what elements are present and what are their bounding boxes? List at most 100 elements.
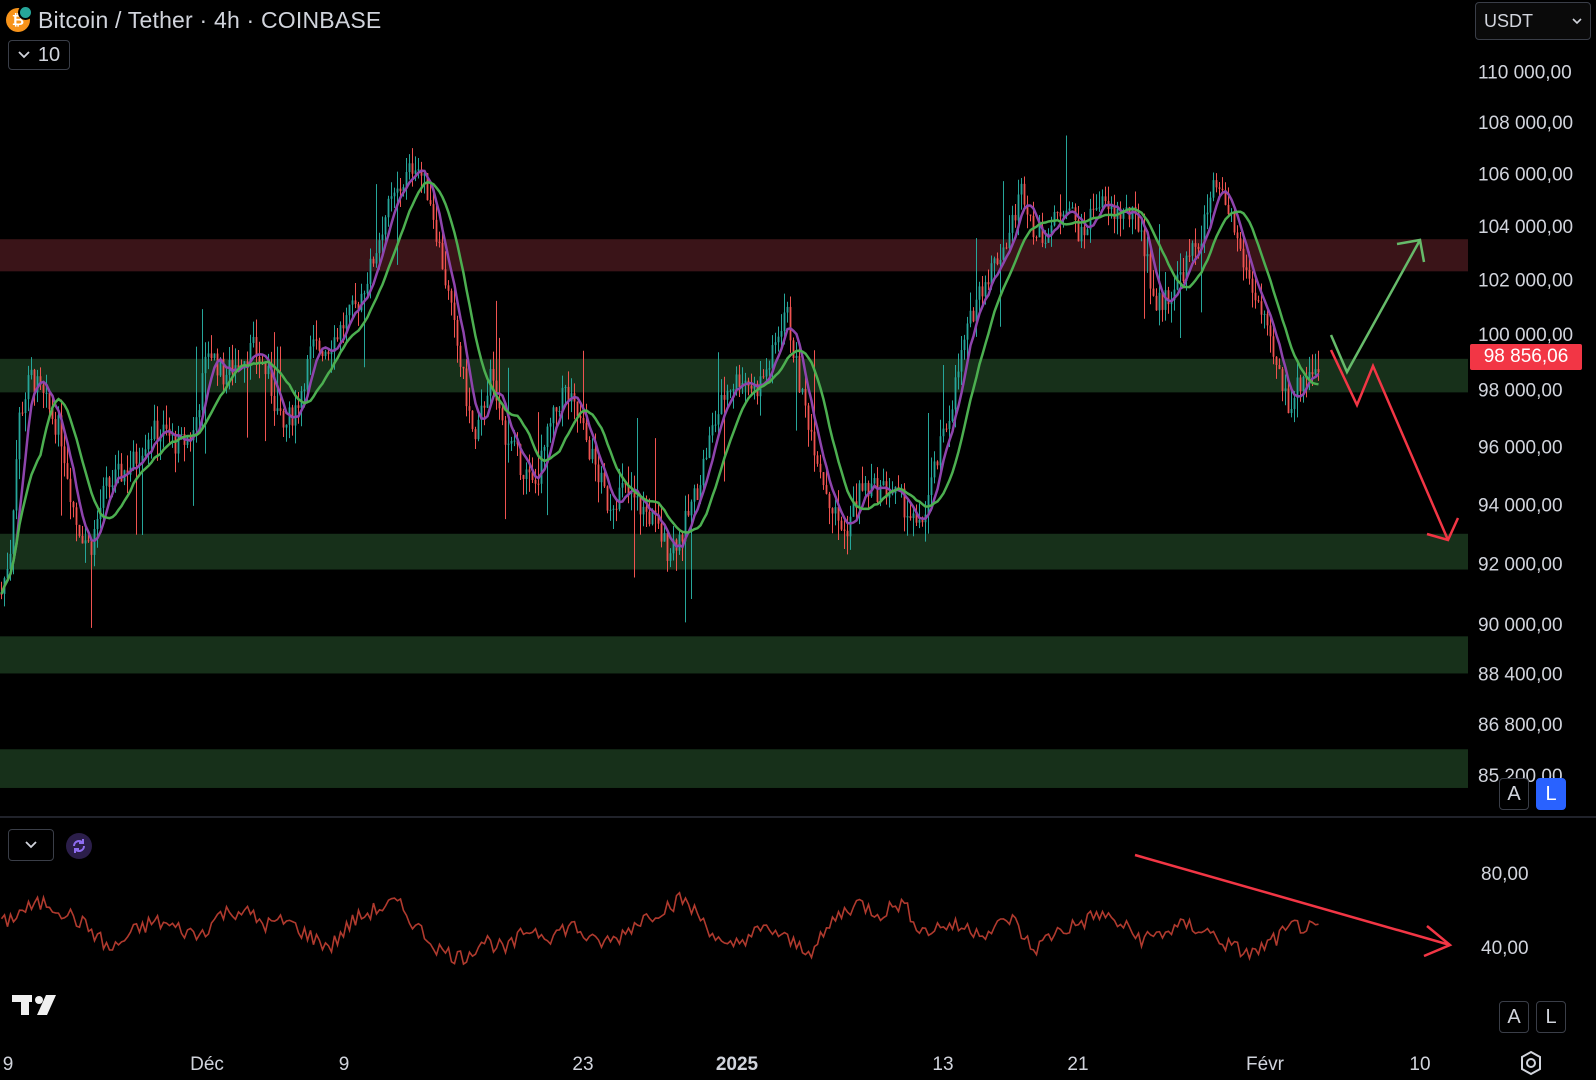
candle-body — [96, 519, 99, 530]
candle-body — [306, 359, 309, 390]
candle-body — [105, 477, 108, 486]
candle-body — [309, 346, 312, 360]
candle-body — [1311, 372, 1314, 375]
candle-body — [1215, 180, 1218, 188]
currency-select[interactable]: USDT — [1475, 2, 1591, 40]
candle-body — [612, 508, 615, 510]
time-axis: 9 Déc 9 23 2025 13 21 Févr 10 — [3, 1054, 1431, 1075]
settings-gear-icon[interactable] — [1518, 1050, 1544, 1076]
candle-body — [69, 478, 72, 502]
candle-body — [1173, 289, 1176, 301]
price-tick-label: 106 000,00 — [1478, 164, 1573, 185]
candle-body — [510, 441, 513, 444]
candle-body — [441, 242, 444, 270]
candle-body — [1029, 214, 1032, 216]
candle-body — [372, 258, 375, 264]
price-tick-label: 100 000,00 — [1478, 325, 1573, 346]
candle-body — [597, 464, 600, 483]
candle-body — [837, 507, 840, 521]
candle-body — [831, 508, 834, 514]
candle-body — [1071, 207, 1074, 209]
candle-body — [1179, 272, 1182, 275]
indicator-pane-collapse-button[interactable] — [8, 829, 54, 861]
candle-body — [477, 419, 480, 440]
candle-body — [1227, 204, 1230, 215]
chevron-down-icon — [1572, 17, 1582, 24]
sync-icon[interactable] — [66, 833, 92, 859]
candle-body — [390, 196, 393, 199]
candle-body — [858, 483, 861, 508]
candle-body — [414, 170, 417, 174]
indicators-toggle-button[interactable]: 10 — [8, 40, 70, 70]
time-tick-label: Déc — [190, 1054, 224, 1075]
candle-body — [258, 357, 261, 363]
candle-body — [1164, 290, 1167, 310]
candle-body — [519, 444, 522, 476]
candle-body — [402, 187, 405, 192]
candle-body — [927, 495, 930, 515]
indicator-log-scale-button[interactable]: L — [1536, 1001, 1566, 1033]
candle-body — [720, 394, 723, 415]
candle-body — [1287, 388, 1290, 414]
candle-body — [435, 219, 438, 242]
candle-body — [114, 469, 117, 486]
candle-body — [297, 405, 300, 408]
candle-body — [1278, 365, 1281, 370]
candle-body — [384, 217, 387, 235]
chevron-down-icon — [25, 841, 37, 849]
candle-body — [357, 304, 360, 311]
candle-body — [717, 414, 720, 425]
candle-body — [726, 390, 729, 400]
candle-body — [981, 286, 984, 297]
candle-body — [954, 377, 957, 410]
price-tick-label: 88 400,00 — [1478, 664, 1563, 685]
candle-body — [1209, 197, 1212, 213]
candle-body — [681, 534, 684, 542]
time-tick-label: 9 — [339, 1054, 350, 1075]
candle-body — [273, 395, 276, 412]
candle-body — [1212, 180, 1215, 198]
symbol-header[interactable]: ₿ Bitcoin / Tether · 4h · COINBASE — [6, 4, 381, 36]
candle-body — [360, 293, 363, 311]
support-zone — [0, 533, 1468, 570]
candle-body — [1245, 267, 1248, 270]
candle-body — [1137, 213, 1140, 232]
candle-body — [723, 394, 726, 400]
candle-body — [51, 409, 54, 420]
bullish-scenario-arrow — [1329, 239, 1422, 375]
auto-scale-button[interactable]: A — [1499, 778, 1529, 810]
candle-body — [201, 373, 204, 411]
candle-body — [1149, 254, 1152, 289]
candle-body — [771, 345, 774, 369]
candle-body — [336, 337, 339, 340]
candle-body — [1101, 196, 1104, 208]
candle-body — [1008, 232, 1011, 249]
candle-body — [801, 388, 804, 393]
rsi-trend-arrow-head — [1423, 925, 1453, 958]
indicator-auto-scale-button[interactable]: A — [1499, 1001, 1529, 1033]
candle-body — [918, 519, 921, 523]
log-scale-button[interactable]: L — [1536, 778, 1566, 810]
candle-body — [942, 428, 945, 437]
rsi-line — [0, 891, 1319, 966]
candle-body — [840, 520, 843, 530]
candle-body — [480, 405, 483, 420]
candle-body — [618, 487, 621, 510]
candle-body — [1032, 215, 1035, 238]
candle-body — [828, 493, 831, 509]
candle-body — [1020, 183, 1023, 195]
candle-body — [657, 514, 660, 524]
candle-body — [678, 534, 681, 551]
candle-body — [1254, 292, 1257, 301]
tradingview-logo-icon[interactable] — [12, 992, 62, 1018]
candle-body — [453, 302, 456, 321]
candle-body — [633, 490, 636, 498]
candle-body — [813, 431, 816, 456]
candle-body — [687, 510, 690, 516]
candle-body — [729, 390, 732, 392]
candle-body — [135, 451, 138, 464]
candle-body — [663, 533, 666, 542]
candle-body — [225, 374, 228, 385]
candle-body — [978, 286, 981, 300]
